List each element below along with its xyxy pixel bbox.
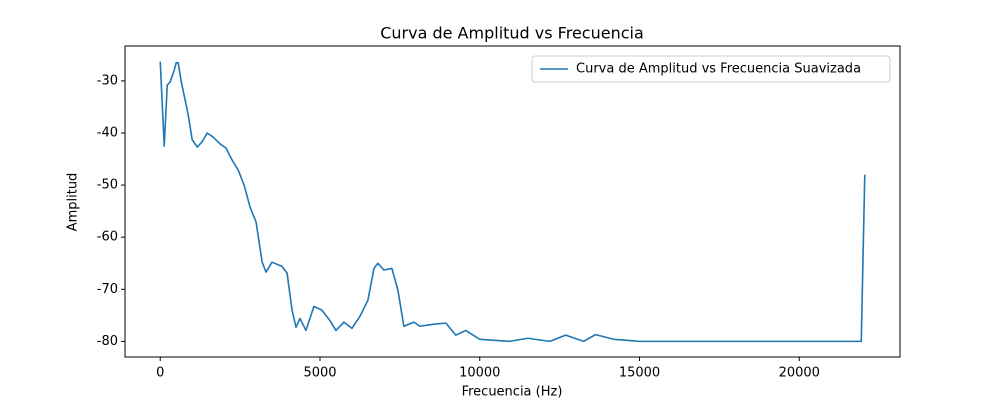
plot-frame — [124, 45, 901, 358]
x-tick-label: 5000 — [303, 366, 336, 381]
y-tick-label: -30 — [97, 73, 118, 88]
x-axis-label: Frecuencia (Hz) — [462, 385, 563, 400]
x-tick-label: 10000 — [459, 366, 500, 381]
y-tick-label: -70 — [97, 282, 118, 297]
data-line — [159, 61, 866, 343]
chart-title: Curva de Amplitud vs Frecuencia — [380, 24, 644, 43]
y-tick-label: -50 — [97, 178, 118, 193]
y-axis-label: Amplitud — [66, 173, 81, 232]
x-tick-label: 20000 — [779, 366, 820, 381]
y-tick-label: -80 — [97, 334, 118, 349]
y-tick-label: -40 — [97, 125, 118, 140]
legend-box — [531, 55, 891, 83]
x-tick-label: 0 — [156, 366, 164, 381]
x-tick-label: 15000 — [619, 366, 660, 381]
y-tick-label: -60 — [97, 230, 118, 245]
legend-label: Curva de Amplitud vs Frecuencia Suavizad… — [576, 62, 861, 77]
